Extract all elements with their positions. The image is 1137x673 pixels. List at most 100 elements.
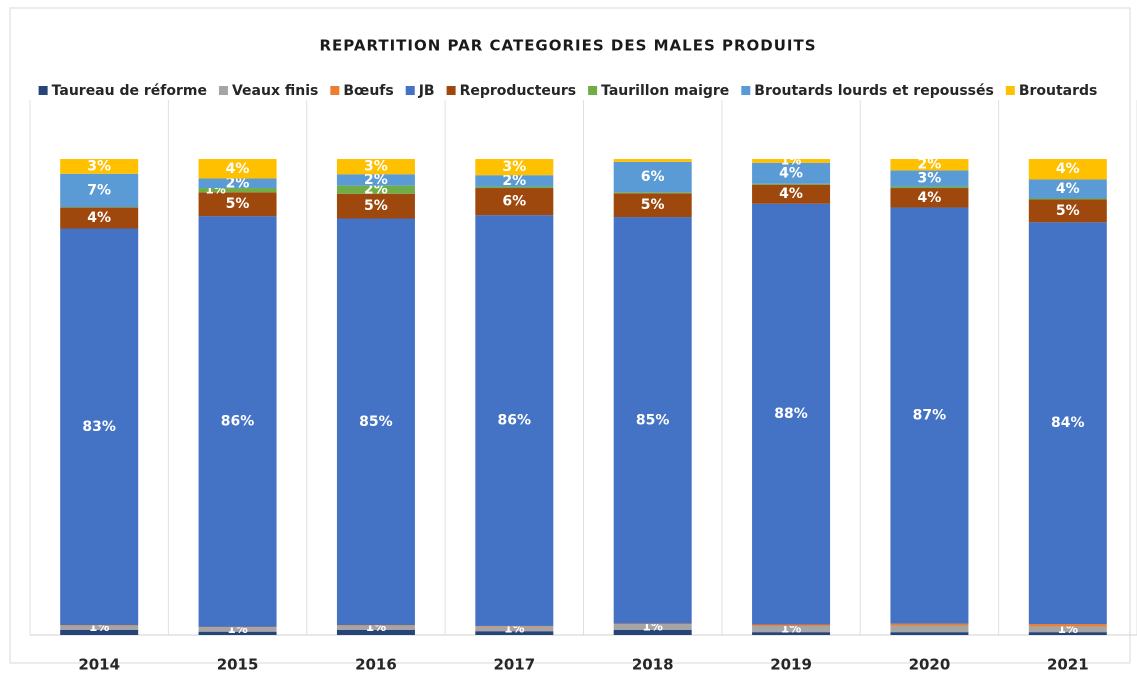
x-tick-label: 2014 (78, 656, 120, 673)
bar-segment (60, 625, 139, 630)
x-tick-label: 2017 (493, 656, 535, 673)
data-label: 6% (502, 194, 526, 210)
bar-segment (890, 623, 969, 626)
legend-label: JB (418, 83, 435, 99)
data-label: 4% (918, 190, 942, 206)
bar-segment (336, 159, 415, 175)
data-label: 85% (359, 414, 393, 430)
legend-label: Veaux finis (232, 83, 318, 99)
data-label: 2% (364, 182, 388, 198)
bar-segment (336, 625, 415, 630)
data-label: 4% (87, 210, 111, 226)
bar-segment (752, 632, 831, 635)
bar-segment (890, 170, 969, 187)
bar-segment (198, 627, 277, 632)
legend-swatch (405, 86, 415, 95)
data-label: 83% (82, 419, 116, 435)
data-label: 5% (226, 196, 250, 212)
bar-segment (60, 629, 139, 635)
chart-frame (9, 7, 1131, 664)
bar-segment (752, 184, 831, 204)
legend-swatch (330, 86, 340, 95)
bar-segment (475, 631, 554, 635)
bar-segment (1028, 199, 1107, 223)
bar-segment (1028, 198, 1107, 200)
data-label: 3% (918, 171, 942, 187)
bar-segment (752, 162, 831, 184)
data-label: 88% (774, 406, 808, 422)
bar-segment (475, 175, 554, 187)
data-label: 3% (502, 159, 526, 175)
bar-segment (475, 186, 554, 189)
data-label: 4% (226, 161, 250, 177)
bar-segment (1028, 159, 1107, 180)
bar-segment (336, 174, 415, 186)
legend-swatch (218, 86, 228, 95)
bar-segment (336, 185, 415, 194)
bar-segment (60, 173, 139, 208)
bar-segment (613, 629, 692, 635)
data-label: 6% (641, 169, 665, 185)
legend-label: Reproducteurs (460, 83, 577, 99)
legend-label: Bœufs (343, 83, 393, 99)
bar-segment (890, 186, 969, 189)
data-label: 84% (1051, 415, 1085, 431)
data-label: 1% (781, 153, 801, 167)
data-label: 4% (779, 165, 803, 181)
bar-segment (1028, 624, 1107, 627)
bar-segment (613, 159, 692, 162)
bar-segment (613, 161, 692, 193)
bar-segment (475, 215, 554, 626)
bar-segment (613, 193, 692, 218)
bar-segment (198, 159, 277, 179)
bar-segment (60, 159, 139, 174)
bar-segment (890, 159, 969, 171)
legend-label: Broutards (1019, 83, 1098, 99)
bar-segment (60, 207, 139, 229)
bar-segment (613, 217, 692, 624)
data-label: 86% (221, 414, 255, 430)
legend-swatch (446, 86, 456, 95)
bar-segment (890, 632, 969, 635)
bar-segment (475, 188, 554, 216)
data-label: 5% (364, 198, 388, 214)
bar-segment (475, 626, 554, 632)
data-label: 2% (226, 175, 250, 191)
data-label: 4% (1056, 181, 1080, 197)
data-label: 2% (918, 157, 942, 173)
bar-segment (613, 192, 692, 194)
bar-segment (752, 624, 831, 626)
bar-segment (613, 624, 692, 630)
legend-label: Broutards lourds et repoussés (754, 83, 994, 99)
chart-title: REPARTITION PAR CATEGORIES DES MALES PRO… (319, 37, 816, 55)
bar-segment (890, 625, 969, 633)
bar-segment (198, 631, 277, 635)
x-tick-label: 2018 (632, 656, 674, 673)
legend-swatch (38, 86, 48, 95)
data-label: 7% (87, 182, 111, 198)
bar-segment (198, 192, 277, 217)
bar-segment (1028, 632, 1107, 635)
data-label: 3% (87, 158, 111, 174)
bar-segment (752, 203, 831, 625)
bar-segment (890, 188, 969, 208)
bar-segment (336, 193, 415, 219)
data-label: 4% (779, 186, 803, 202)
data-label: 86% (498, 413, 532, 429)
legend-swatch (741, 86, 751, 95)
bar-segment (475, 159, 554, 176)
x-tick-label: 2016 (355, 656, 397, 673)
bar-segment (1028, 222, 1107, 625)
bar-segment (1028, 179, 1107, 199)
x-tick-label: 2020 (909, 656, 951, 673)
data-label: 4% (1056, 161, 1080, 177)
bar-segment (198, 188, 277, 193)
data-label: 85% (636, 412, 670, 428)
legend-label: Taureau de réforme (52, 83, 207, 99)
legend-swatch (1005, 86, 1015, 95)
data-label: 3% (364, 159, 388, 175)
x-tick-label: 2015 (217, 656, 259, 673)
bar-segment (752, 159, 831, 163)
legend-label: Taurillon maigre (601, 83, 729, 99)
